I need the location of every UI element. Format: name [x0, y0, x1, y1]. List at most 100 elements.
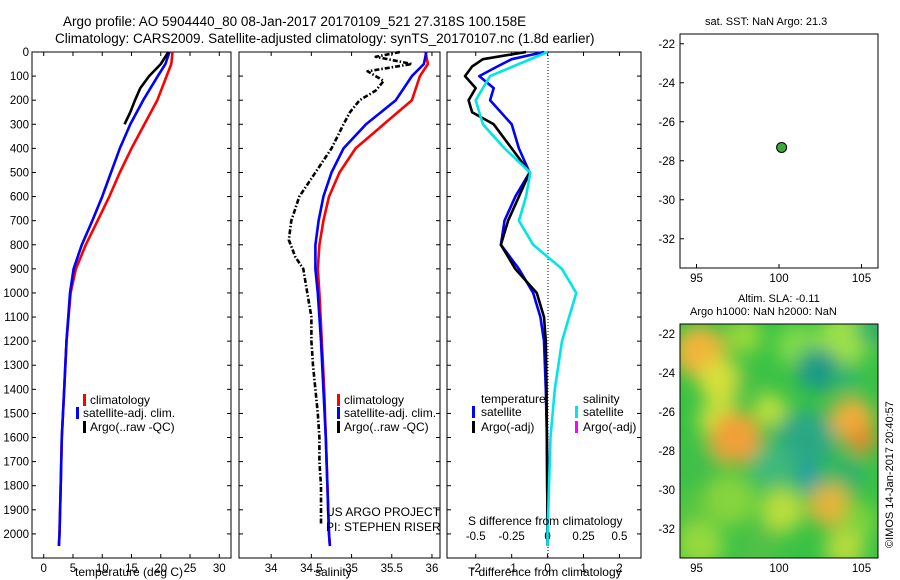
s-diff-tick-label: 0.5	[611, 531, 627, 543]
heatmap-blob	[680, 446, 722, 490]
depth-tick-label: 600	[10, 192, 29, 204]
sla-map-subtitle: Argo h1000: NaN h2000: NaN	[690, 306, 837, 318]
heatmap-blob	[834, 364, 862, 392]
legend-climatology: climatology	[90, 393, 150, 407]
map-y-tick-label: -28	[658, 156, 675, 168]
x-tick-label: 15	[125, 563, 138, 575]
series-line	[123, 51, 170, 125]
x-tick-label: 25	[184, 563, 197, 575]
depth-tick-label: 700	[10, 216, 29, 228]
map-x-tick-label: 100	[769, 563, 788, 575]
depth-tick-label: 1300	[3, 360, 29, 372]
heatmap-blob	[710, 412, 762, 464]
legend-swatch-t-satellite	[472, 406, 475, 418]
depth-tick-label: 400	[10, 143, 29, 155]
legend-satellite-adj-2: satellite-adj. clim.	[344, 406, 436, 420]
heatmap-blob	[754, 394, 786, 426]
x-tick-label: 20	[154, 563, 167, 575]
series-line	[314, 51, 428, 547]
legend-swatch-s-argo	[575, 421, 578, 433]
series-layer	[57, 50, 788, 547]
heatmap-blob	[848, 426, 876, 454]
imos-footer: ©IMOS 14-Jan-2017 20:40:57	[884, 401, 896, 548]
map-y-tick-label: -24	[658, 78, 675, 90]
heatmap-blob	[830, 456, 866, 492]
legend-swatch-climatology	[83, 394, 86, 406]
map-y-tick-label: -30	[658, 485, 675, 497]
legend-swatch-t-argo	[472, 421, 475, 433]
x-tick-label: 35.5	[381, 563, 403, 575]
depth-tick-label: 1700	[3, 457, 29, 469]
heatmap-blob	[726, 324, 762, 354]
heatmap-blob	[825, 528, 865, 558]
map-y-tick-label: -32	[658, 234, 675, 246]
legend-satellite-adj: satellite-adj. clim.	[83, 406, 175, 420]
series-line	[463, 50, 549, 546]
x-tick-label: 5	[70, 563, 76, 575]
legend-t-argo: Argo(-adj)	[481, 420, 534, 434]
map-y-tick-label: -26	[658, 117, 675, 129]
legend-temperature-heading: temperature	[481, 392, 546, 406]
title-line-2: Climatology: CARS2009. Satellite-adjuste…	[55, 31, 595, 46]
depth-tick-label: 200	[10, 95, 29, 107]
s-diff-tick-label: -0.25	[499, 531, 525, 543]
heatmap-blob	[760, 488, 804, 532]
heatmap-blob	[794, 464, 822, 492]
depth-tick-label: 1400	[3, 384, 29, 396]
map-y-tick-label: -26	[658, 407, 675, 419]
x-tick-label: 0	[41, 563, 47, 575]
map-x-tick-label: 100	[769, 273, 788, 285]
depth-tick-label: 1800	[3, 481, 29, 493]
x-tick-label: 34.5	[300, 563, 322, 575]
heatmap-blob	[680, 521, 724, 558]
map-y-tick-label: -28	[658, 446, 675, 458]
depth-tick-label: 1200	[3, 336, 29, 348]
depth-tick-label: 100	[10, 71, 29, 83]
heatmap-blob	[698, 358, 742, 402]
temperature-axis-label: temperature (deg C)	[75, 565, 183, 579]
legend-argo-raw-2: Argo(..raw -QC)	[344, 420, 429, 434]
x-tick-label: -2	[471, 563, 481, 575]
sla-map-layer	[680, 324, 878, 558]
heatmap-blob	[738, 526, 782, 558]
legend-s-satellite: satellite	[583, 405, 624, 419]
depth-tick-label: 1900	[3, 505, 29, 517]
legend-swatch-satellite-adj-2	[337, 407, 340, 419]
legend-s-argo: Argo(-adj)	[583, 420, 636, 434]
sla-map-title: Altim. SLA: -0.11	[738, 293, 820, 305]
map-x-tick-label: 95	[690, 273, 703, 285]
map-y-tick-label: -22	[658, 39, 675, 51]
legend-swatch-s-satellite	[575, 406, 578, 418]
sla-map-frame	[679, 323, 879, 559]
x-tick-label: 34	[265, 563, 278, 575]
s-difference-axis-label: S difference from climatology	[468, 514, 623, 528]
heatmap-blob	[680, 490, 710, 530]
map-y-tick-label: -30	[658, 195, 675, 207]
heatmap-blobs	[680, 324, 878, 558]
s-diff-tick-label: -0.5	[466, 531, 486, 543]
project-label: US ARGO PROJECT	[326, 505, 441, 519]
legend-salinity-heading: salinity	[583, 392, 620, 406]
legend-swatch-argo-raw	[83, 421, 86, 433]
pi-label: PI: STEPHEN RISER	[326, 520, 441, 534]
depth-tick-label: 800	[10, 240, 29, 252]
heatmap-blob	[704, 474, 756, 526]
legend-argo-raw: Argo(..raw -QC)	[90, 420, 175, 434]
series-line	[316, 51, 430, 547]
legend-swatch-satellite-adj	[76, 407, 79, 419]
heatmap-blob	[796, 348, 840, 392]
depth-tick-label: 500	[10, 167, 29, 179]
x-tick-label: 1	[580, 563, 586, 575]
legend-swatch-argo-raw-2	[337, 421, 340, 433]
legend-climatology-2: climatology	[344, 393, 404, 407]
depth-tick-label: 0	[23, 47, 29, 59]
depth-tick-label: 1100	[4, 312, 29, 324]
depth-tick-label: 1000	[3, 288, 29, 300]
series-line	[474, 50, 578, 546]
heatmap-blob	[734, 368, 762, 396]
sst-map-title: sat. SST: NaN Argo: 21.3	[705, 16, 827, 28]
depth-tick-label: 900	[10, 264, 29, 276]
salinity-axis-label: salinity	[315, 565, 352, 579]
difference-panel-frame	[446, 51, 642, 559]
